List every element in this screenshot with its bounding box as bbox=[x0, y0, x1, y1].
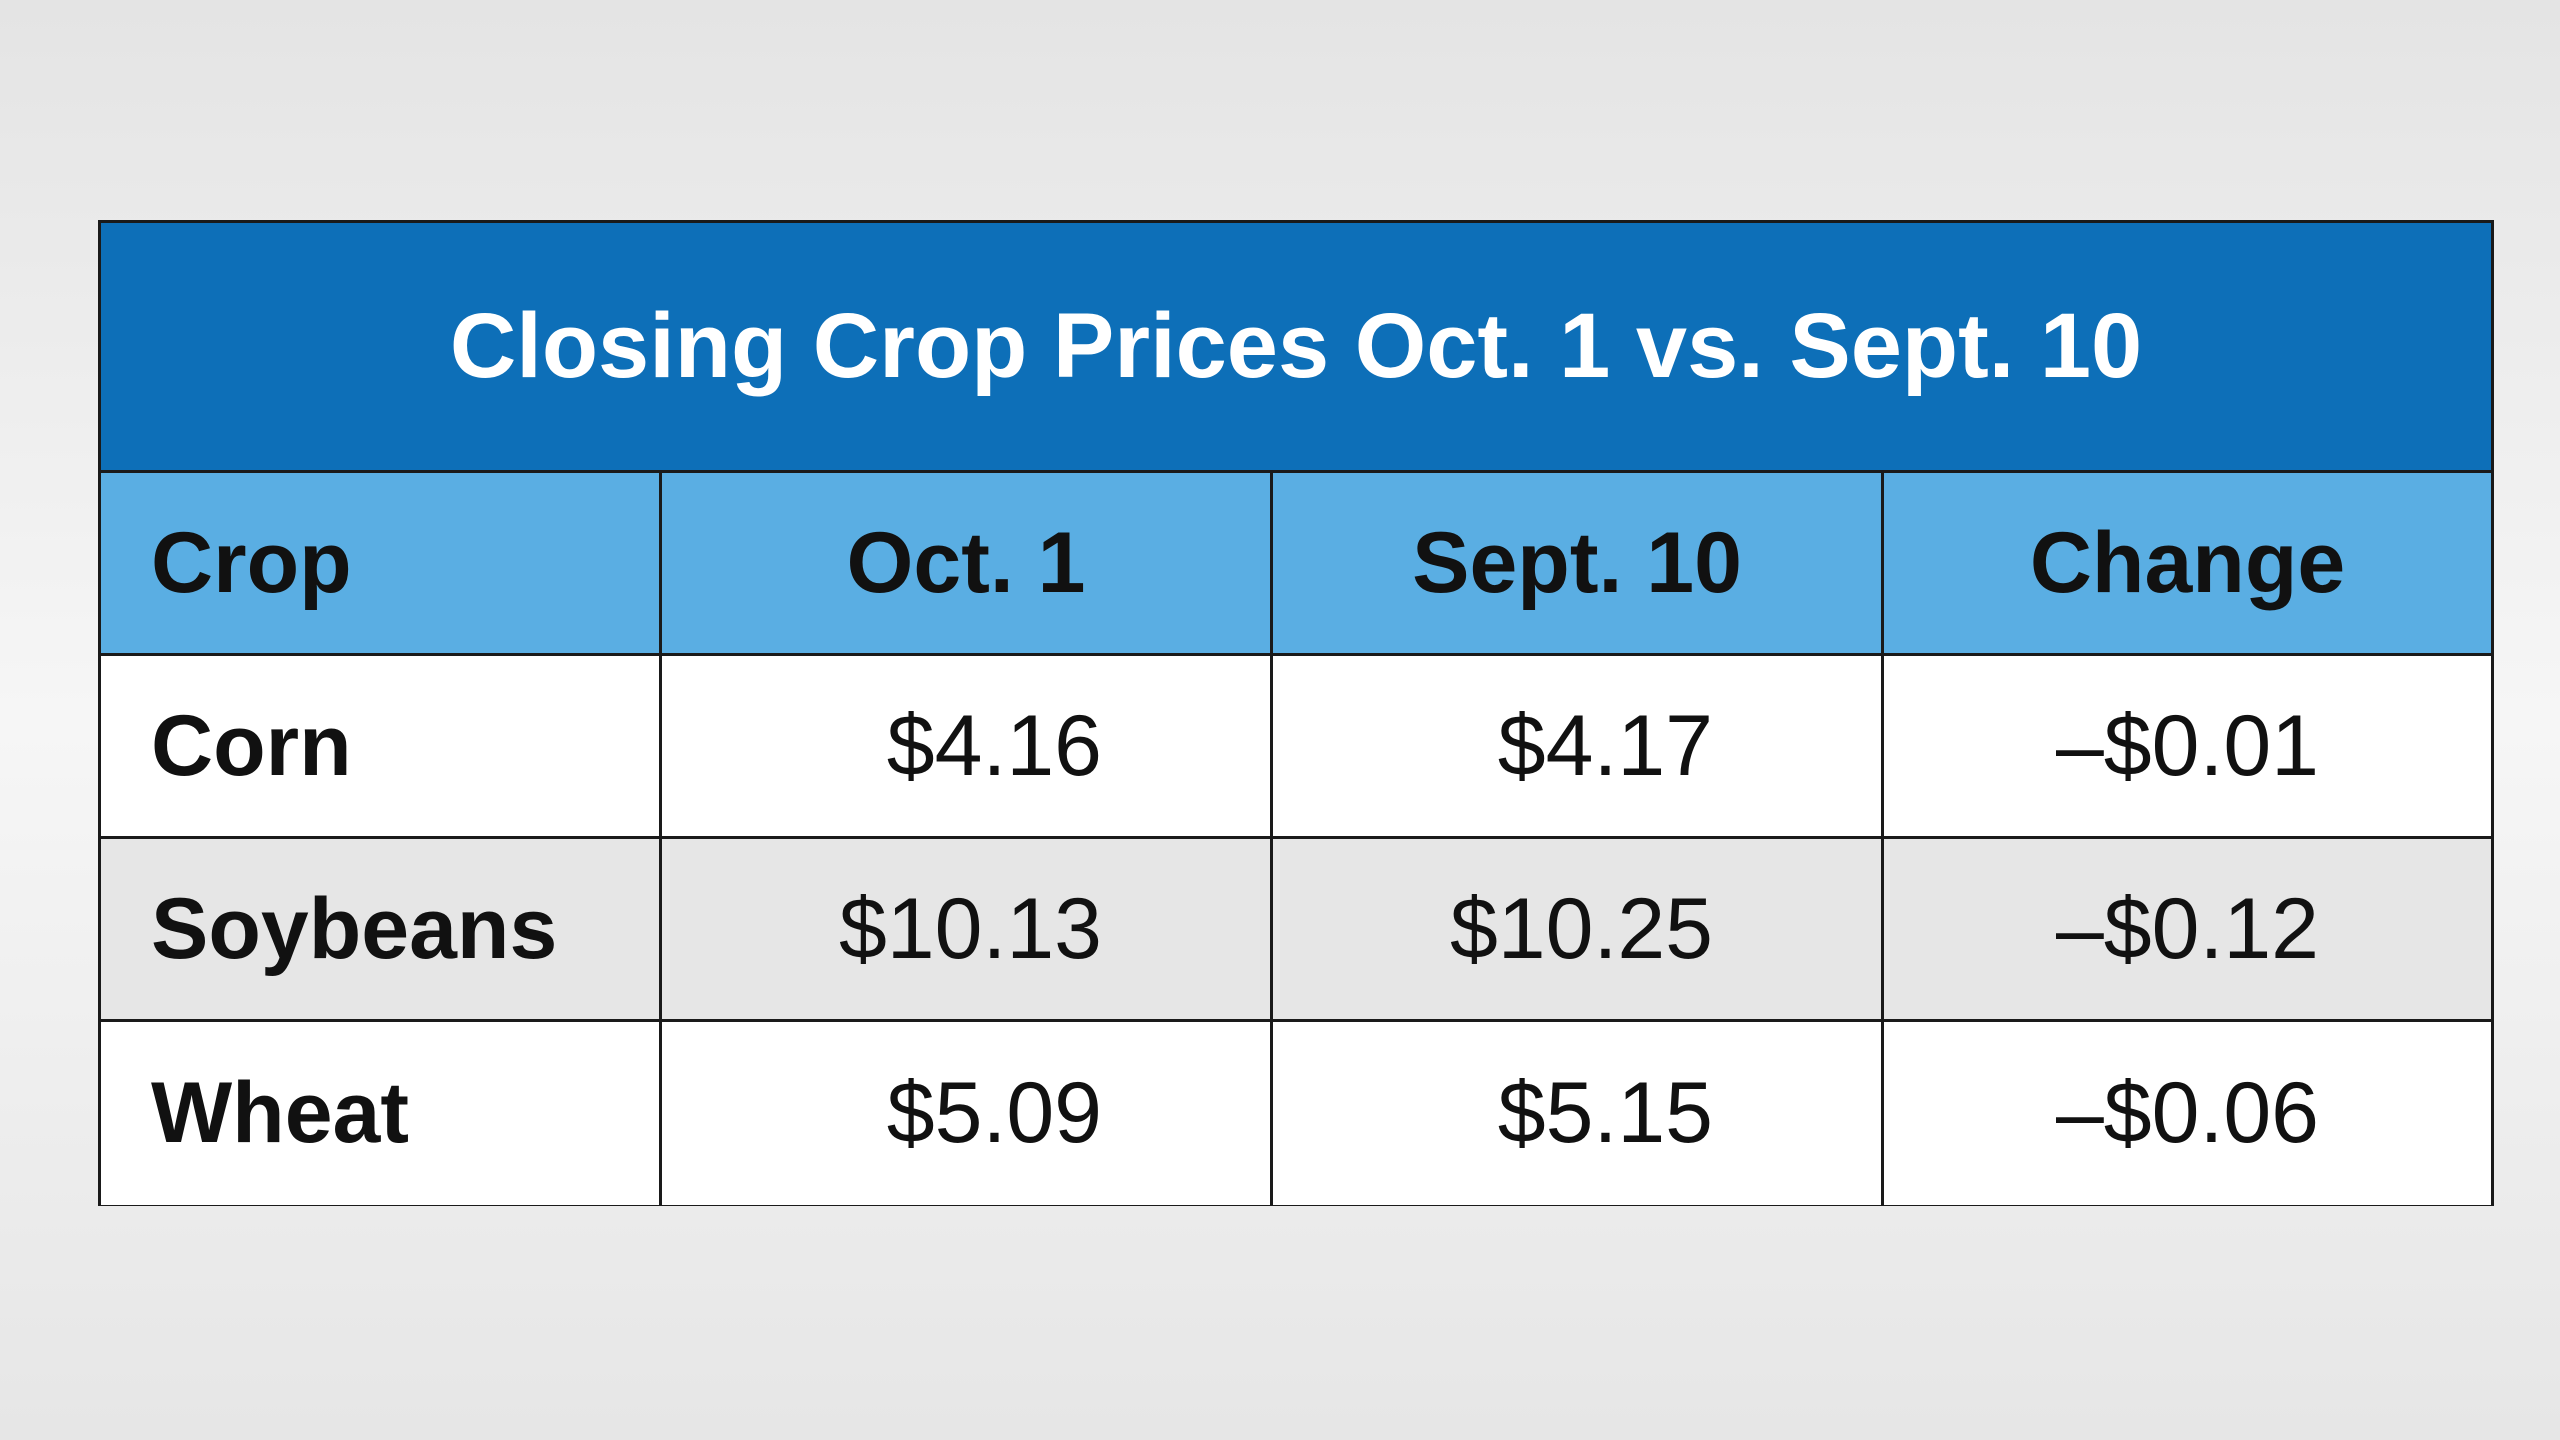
price-cell: $5.09 bbox=[659, 1022, 1270, 1205]
change-cell: –$0.12 bbox=[1881, 839, 2491, 1019]
table-row: Wheat $5.09 $5.15 –$0.06 bbox=[101, 1022, 2491, 1205]
price-cell: $10.25 bbox=[1270, 839, 1881, 1019]
header-cell: Oct. 1 bbox=[659, 473, 1270, 653]
header-cell: Sept. 10 bbox=[1270, 473, 1881, 653]
header-row: Crop Oct. 1 Sept. 10 Change bbox=[101, 473, 2491, 656]
table-row: Soybeans $10.13 $10.25 –$0.12 bbox=[101, 839, 2491, 1022]
price-cell: $10.13 bbox=[659, 839, 1270, 1019]
table-row: Corn $4.16 $4.17 –$0.01 bbox=[101, 656, 2491, 839]
price-cell: $4.17 bbox=[1270, 656, 1881, 836]
price-cell: $4.16 bbox=[659, 656, 1270, 836]
header-cell: Crop bbox=[151, 514, 352, 611]
change-cell: –$0.01 bbox=[1881, 656, 2491, 836]
table-title: Closing Crop Prices Oct. 1 vs. Sept. 10 bbox=[101, 223, 2491, 473]
crop-cell: Soybeans bbox=[151, 880, 558, 977]
price-cell: $5.15 bbox=[1270, 1022, 1881, 1205]
header-cell: Change bbox=[1881, 473, 2491, 653]
crop-cell: Corn bbox=[151, 697, 352, 794]
change-cell: –$0.06 bbox=[1881, 1022, 2491, 1205]
crop-cell: Wheat bbox=[151, 1065, 409, 1161]
price-table: Closing Crop Prices Oct. 1 vs. Sept. 10 … bbox=[98, 220, 2494, 1206]
